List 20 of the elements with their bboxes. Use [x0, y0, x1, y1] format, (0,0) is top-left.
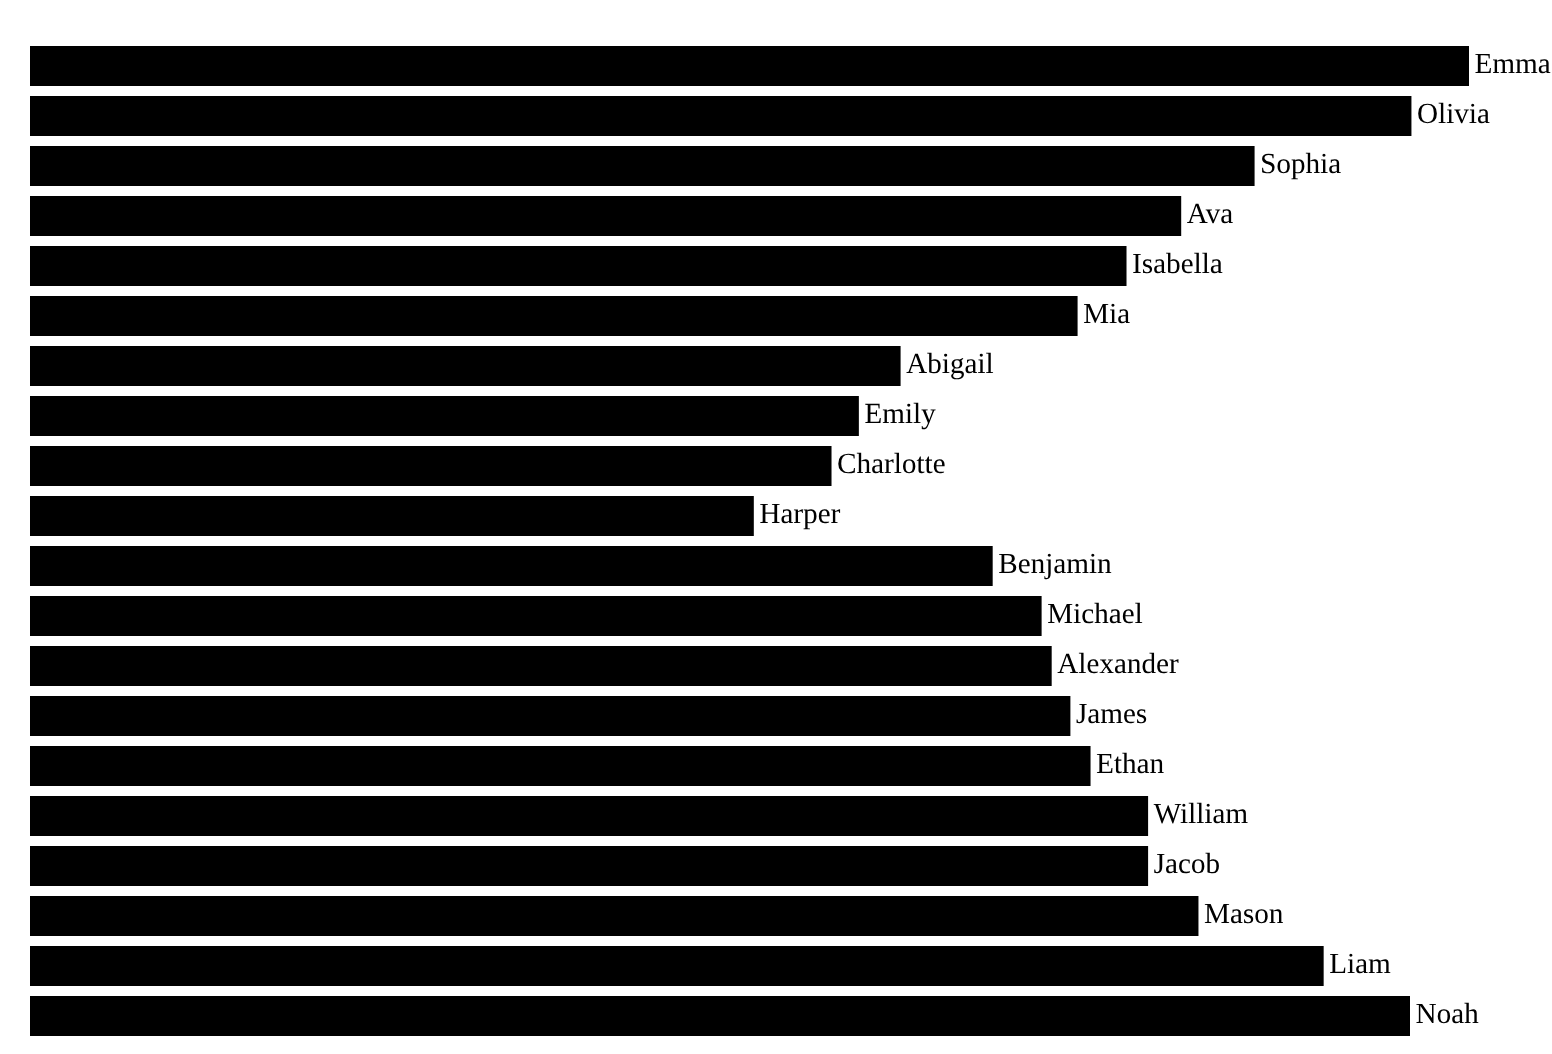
y-tick-label: Jacob [1154, 852, 1219, 874]
y-tick-label: Olivia [1418, 102, 1490, 124]
y-tick-label: Noah [1416, 1002, 1479, 1024]
y-tick-label: Charlotte [838, 452, 945, 474]
y-tick-label: William [1153, 802, 1248, 824]
y-tick-label: Mason [1204, 903, 1283, 924]
y-tick-label: Harper [760, 503, 841, 530]
y-tick-label: Abigail [906, 352, 994, 380]
y-tick-label: Emily [865, 402, 936, 430]
y-tick-label: Liam [1330, 953, 1391, 974]
y-tick-label: Ethan [1096, 752, 1164, 774]
y-tick-label: Isabella [1133, 252, 1223, 274]
y-tick-label: Sophia [1262, 152, 1341, 180]
y-tick-label: Alexander [1057, 652, 1179, 674]
y-tick-label: Michael [1048, 602, 1143, 624]
y-tick-label: Ava [1187, 203, 1233, 224]
y-tick-label: Benjamin [999, 553, 1112, 580]
y-tick-label: Emma [1475, 53, 1551, 74]
y-tick-label: James [1076, 703, 1147, 724]
y-tick-label: Mia [1083, 303, 1130, 324]
